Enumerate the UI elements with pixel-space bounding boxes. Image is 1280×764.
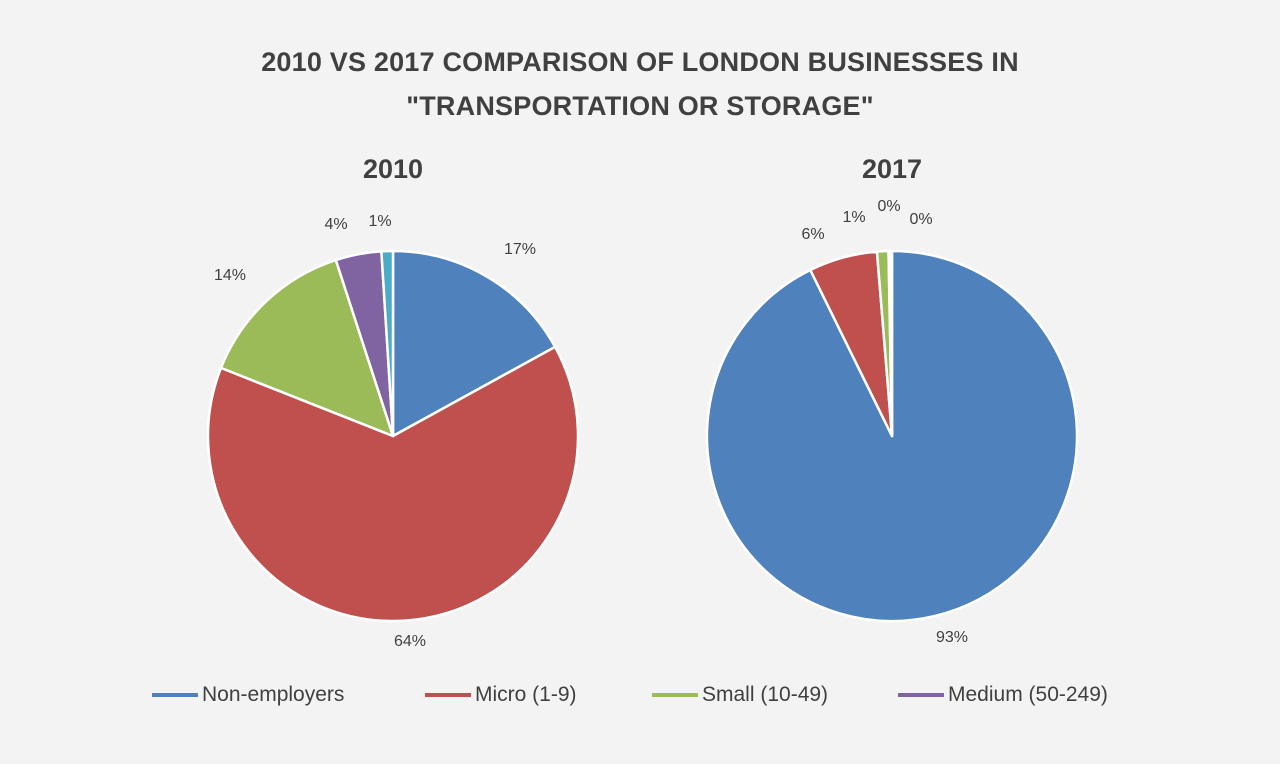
legend-label-micro: Micro (1-9) <box>475 683 577 706</box>
data-label-2010-large-250: 1% <box>368 213 391 230</box>
data-label-2010-medium-50-249: 4% <box>324 216 347 233</box>
legend-item-medium: Medium (50-249) <box>898 680 1108 710</box>
legend-label-non-employers: Non-employers <box>202 683 345 706</box>
pie-chart-2010: 2010 17% 64% 14% 4% 1% <box>206 154 580 650</box>
chart-title: 2010 VS 2017 COMPARISON OF LONDON BUSINE… <box>0 40 1280 128</box>
data-label-2017-medium-50-249: 0% <box>877 198 900 215</box>
chart-title-line-1: 2010 VS 2017 COMPARISON OF LONDON BUSINE… <box>261 47 1019 77</box>
pie-title-2017: 2017 <box>862 154 922 184</box>
data-label-2017-micro-1-9: 6% <box>801 226 824 243</box>
data-label-2010-small-10-49: 14% <box>214 267 246 284</box>
legend-swatch-small <box>652 693 698 697</box>
slice-2010-non-employers <box>391 249 557 438</box>
pie-chart-2017: 2017 93% 6% 1% 0% 0% <box>705 154 1079 646</box>
data-label-2010-non-employers: 17% <box>504 241 536 258</box>
data-label-2017-small-10-49: 1% <box>842 209 865 226</box>
legend-item-micro: Micro (1-9) <box>425 680 577 710</box>
legend-swatch-medium <box>898 693 944 697</box>
legend-label-medium: Medium (50-249) <box>948 683 1108 706</box>
legend: Non-employers Micro (1-9) Small (10-49) … <box>0 680 1280 710</box>
data-label-2010-micro-1-9: 64% <box>394 633 426 650</box>
legend-label-small: Small (10-49) <box>702 683 829 706</box>
legend-swatch-micro <box>425 693 471 697</box>
slice-2017-large-250 <box>889 249 894 438</box>
chart-title-line-2: "TRANSPORTATION OR STORAGE" <box>406 91 874 121</box>
legend-item-non-employers: Non-employers <box>152 680 344 710</box>
data-label-2017-large-250: 0% <box>909 211 932 228</box>
legend-swatch-non-employers <box>152 693 198 697</box>
slice-2010-micro-1-9 <box>206 345 580 623</box>
pie-title-2010: 2010 <box>363 154 423 184</box>
legend-item-small: Small (10-49) <box>652 680 828 710</box>
slice-2010-large-250 <box>380 249 395 438</box>
data-label-2017-non-employers: 93% <box>936 629 968 646</box>
